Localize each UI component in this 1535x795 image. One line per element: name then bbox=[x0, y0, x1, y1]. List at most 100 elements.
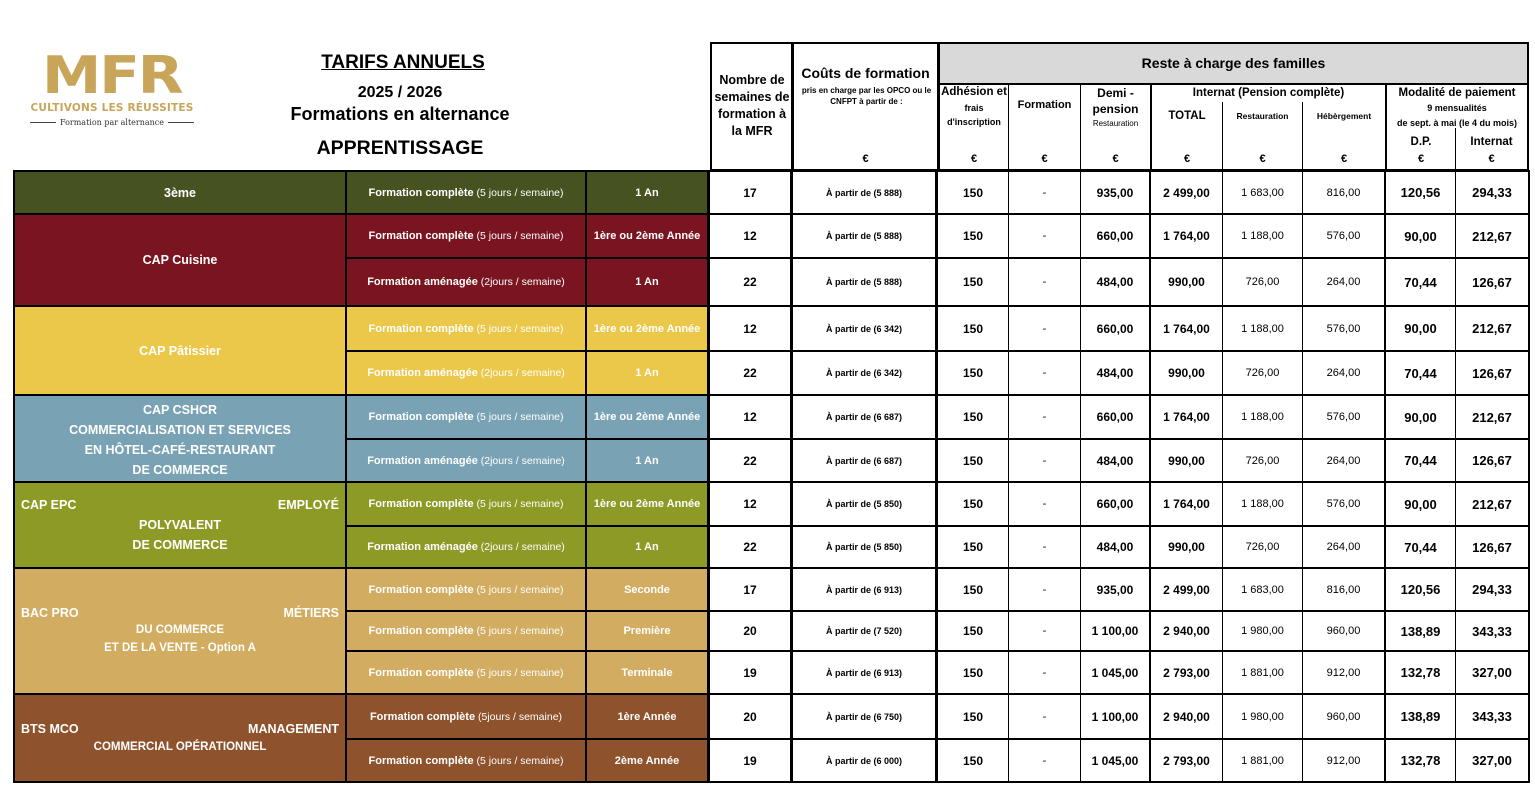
internat-restauration-cell: 1 683,00 bbox=[1223, 569, 1303, 612]
adhesion-cell: 150 bbox=[938, 215, 1009, 259]
group-cell: 3ème bbox=[15, 172, 347, 215]
formation-year: 1 An bbox=[587, 172, 710, 215]
formation-fee-cell: - bbox=[1009, 527, 1081, 569]
formation-fee-cell: - bbox=[1009, 740, 1081, 783]
internat-total-cell: 2 940,00 bbox=[1151, 612, 1223, 652]
group-name-block: CAP EPC EMPLOYÉ POLYVALENT DE COMMERCE bbox=[15, 483, 345, 567]
subtitle: Formations en alternance bbox=[290, 104, 510, 124]
group-name-right: MANAGEMENT bbox=[248, 722, 339, 736]
header-cost-sub: pris en charge par les OPCO ou le CNFPT … bbox=[801, 86, 932, 106]
internat-total-cell: 1 764,00 bbox=[1151, 215, 1223, 259]
school-year: 2025 / 2026 bbox=[357, 84, 443, 101]
formation-type-rhythm: (2jours / semaine) bbox=[477, 541, 565, 553]
group-name-row: BTS MCO MANAGEMENT bbox=[21, 719, 339, 739]
monthly-dp-cell: 138,89 bbox=[1386, 695, 1456, 740]
group-name-left: BAC PRO bbox=[21, 606, 79, 620]
group-name-lines: DU COMMERCE ET DE LA VENTE - Option A bbox=[15, 621, 345, 657]
adhesion-cell: 150 bbox=[938, 740, 1009, 783]
weeks-cell: 12 bbox=[710, 307, 793, 352]
internat-restauration-cell: 726,00 bbox=[1223, 527, 1303, 569]
monthly-internat-cell: 126,67 bbox=[1456, 352, 1528, 396]
training-cost-cell: À partir de (6 342) bbox=[793, 307, 938, 352]
formation-type: Formation complète (5 jours / semaine) bbox=[347, 569, 587, 612]
formation-type: Formation aménagée (2jours / semaine) bbox=[347, 259, 587, 307]
adhesion-cell: 150 bbox=[938, 569, 1009, 612]
internat-total-cell: 1 764,00 bbox=[1151, 396, 1223, 440]
monthly-internat-cell: 212,67 bbox=[1456, 307, 1528, 352]
adhesion-cell: 150 bbox=[938, 259, 1009, 307]
group-cell: CAP EPC EMPLOYÉ POLYVALENT DE COMMERCE bbox=[15, 483, 347, 569]
formation-year: 1ère Année bbox=[587, 695, 710, 740]
group-cell: CAP Pâtissier bbox=[15, 307, 347, 396]
formation-year: Terminale bbox=[587, 652, 710, 695]
internat-restauration-cell: 1 881,00 bbox=[1223, 740, 1303, 783]
formation-type-main: Formation complète bbox=[368, 411, 474, 423]
header-formation: Formation bbox=[1017, 99, 1072, 111]
header-adhesion-sub: frais d'inscription bbox=[947, 103, 1001, 127]
demi-pension-cell: 484,00 bbox=[1081, 352, 1151, 396]
weeks-cell: 17 bbox=[710, 172, 793, 215]
monthly-internat-cell: 294,33 bbox=[1456, 172, 1528, 215]
group-cell: BTS MCO MANAGEMENT COMMERCIAL OPÉRATIONNEL bbox=[15, 695, 347, 783]
group-name-line: COMMERCIAL OPÉRATIONNEL bbox=[93, 741, 267, 753]
formation-type-rhythm: (2jours / semaine) bbox=[477, 367, 565, 379]
training-cost-cell: À partir de (6 342) bbox=[793, 352, 938, 396]
monthly-dp-cell: 138,89 bbox=[1386, 612, 1456, 652]
demi-pension-cell: 935,00 bbox=[1081, 172, 1151, 215]
adhesion-cell: 150 bbox=[938, 695, 1009, 740]
euro-restauration: € bbox=[1259, 153, 1266, 165]
group-name: 3ème bbox=[164, 185, 196, 200]
formation-type-rhythm: (5 jours / semaine) bbox=[473, 322, 564, 335]
internat-total-cell: 2 499,00 bbox=[1151, 172, 1223, 215]
adhesion-cell: 150 bbox=[938, 307, 1009, 352]
formation-type-main: Formation complète bbox=[368, 498, 474, 510]
adhesion-cell: 150 bbox=[938, 352, 1009, 396]
group-name-right: MÉTIERS bbox=[283, 606, 339, 620]
formation-type-rhythm: (5 jours / semaine) bbox=[473, 411, 564, 423]
internat-hebergement-cell: 576,00 bbox=[1303, 215, 1386, 259]
header-mensualites: 9 mensualités bbox=[1427, 102, 1487, 113]
header-hebergement: Hébèrgement bbox=[1316, 111, 1372, 121]
formation-year: 1ère ou 2ème Année bbox=[587, 215, 710, 259]
header-demi-pension: Demi - pension bbox=[1092, 86, 1139, 116]
formation-type-rhythm: (5 jours / semaine) bbox=[473, 230, 564, 242]
training-cost-cell: À partir de (5 888) bbox=[793, 215, 938, 259]
formation-type-main: Formation aménagée bbox=[367, 541, 478, 553]
formation-fee-cell: - bbox=[1009, 172, 1081, 215]
internat-total-cell: 1 764,00 bbox=[1151, 483, 1223, 527]
euro-cost: € bbox=[862, 153, 869, 165]
internat-hebergement-cell: 816,00 bbox=[1303, 569, 1386, 612]
demi-pension-cell: 484,00 bbox=[1081, 259, 1151, 307]
internat-restauration-cell: 1 188,00 bbox=[1223, 483, 1303, 527]
monthly-dp-cell: 90,00 bbox=[1386, 307, 1456, 352]
group-name-row: BAC PRO MÉTIERS bbox=[21, 603, 339, 623]
monthly-internat-cell: 294,33 bbox=[1456, 569, 1528, 612]
internat-restauration-cell: 1 980,00 bbox=[1223, 612, 1303, 652]
group-cell: BAC PRO MÉTIERS DU COMMERCE ET DE LA VENTE … bbox=[15, 569, 347, 695]
internat-total-cell: 990,00 bbox=[1151, 259, 1223, 307]
header-mensualites-period: de sept. à mai (le 4 du mois) bbox=[1396, 117, 1518, 128]
adhesion-cell: 150 bbox=[938, 172, 1009, 215]
weeks-cell: 12 bbox=[710, 215, 793, 259]
monthly-dp-cell: 70,44 bbox=[1386, 440, 1456, 483]
group-name-lines: POLYVALENT DE COMMERCE bbox=[15, 515, 345, 555]
formation-type: Formation complète (5 jours / semaine) bbox=[347, 172, 587, 215]
training-cost-cell: À partir de (6 750) bbox=[793, 695, 938, 740]
weeks-cell: 22 bbox=[710, 527, 793, 569]
weeks-cell: 17 bbox=[710, 569, 793, 612]
group-name-block: BAC PRO MÉTIERS DU COMMERCE ET DE LA VENTE … bbox=[15, 569, 345, 693]
euro-hebergement: € bbox=[1340, 153, 1348, 165]
mfr-logo: MFR CULTIVONS LES RÉUSSITES Formation pa… bbox=[26, 50, 198, 136]
adhesion-cell: 150 bbox=[938, 396, 1009, 440]
group-name: CAP Pâtissier bbox=[139, 343, 221, 358]
internat-hebergement-cell: 816,00 bbox=[1303, 172, 1386, 215]
internat-total-cell: 2 793,00 bbox=[1151, 740, 1223, 783]
group-name: CAP Cuisine bbox=[142, 253, 218, 267]
formation-type-main: Formation complète bbox=[368, 666, 474, 679]
formation-type-main: Formation complète bbox=[369, 710, 476, 723]
group-name-right: EMPLOYÉ bbox=[277, 498, 339, 512]
formation-year: 1ère ou 2ème Année bbox=[587, 307, 710, 352]
internat-total-cell: 2 793,00 bbox=[1151, 652, 1223, 695]
logo-brand: MFR bbox=[42, 46, 184, 106]
internat-total-cell: 990,00 bbox=[1151, 352, 1223, 396]
